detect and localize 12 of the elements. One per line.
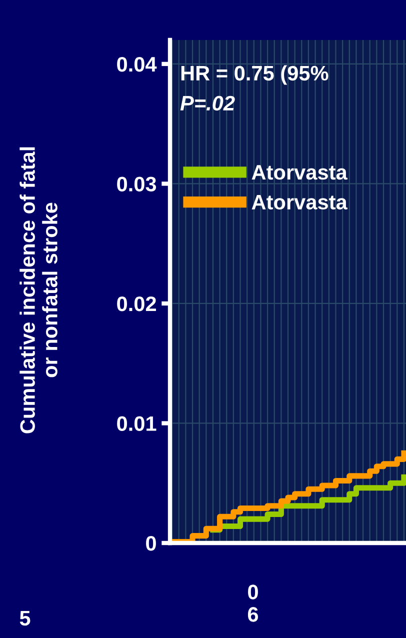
text: 5 — [20, 611, 30, 626]
y-tick-label: 0.04 — [117, 56, 157, 72]
legend-label: Atorvasta — [252, 194, 348, 210]
legend-label: Atorvasta — [252, 165, 348, 180]
annotation: HR = 0.75 (95% — [181, 65, 328, 85]
y-axis-title: Cumulative incidence of fatal or nonfatal stroke — [20, 147, 58, 434]
text: 0 6 — [248, 584, 258, 622]
annotation: P=.02 — [180, 96, 235, 111]
y-tick-label: 0.03 — [117, 176, 156, 192]
y-tick-label: 0.01 — [117, 416, 156, 431]
y-tick-label: 0 — [146, 536, 156, 551]
y-tick-label: 0.02 — [117, 296, 156, 312]
